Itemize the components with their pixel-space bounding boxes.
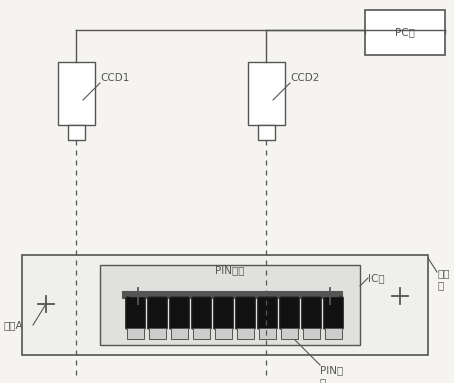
FancyBboxPatch shape — [257, 297, 277, 329]
Bar — [248, 62, 285, 125]
Text: CCD1: CCD1 — [100, 73, 129, 83]
Bar — [193, 328, 210, 339]
Bar — [281, 328, 298, 339]
Bar — [258, 125, 275, 140]
Bar — [325, 328, 342, 339]
Bar — [303, 328, 320, 339]
Bar — [171, 328, 188, 339]
FancyBboxPatch shape — [280, 297, 299, 329]
Text: 玻璃
板: 玻璃 板 — [437, 268, 449, 290]
Text: PIN引
脚: PIN引 脚 — [320, 365, 343, 383]
FancyBboxPatch shape — [126, 297, 145, 329]
Text: PIN引脚: PIN引脚 — [215, 265, 245, 275]
Text: PC机: PC机 — [395, 27, 415, 37]
Bar — [259, 328, 276, 339]
FancyBboxPatch shape — [324, 297, 343, 329]
Bar — [58, 62, 95, 125]
Text: CCD2: CCD2 — [290, 73, 319, 83]
Bar — [215, 328, 232, 339]
FancyBboxPatch shape — [214, 297, 233, 329]
Bar — [122, 291, 342, 298]
FancyBboxPatch shape — [301, 297, 321, 329]
Text: 靶标A: 靶标A — [3, 320, 23, 330]
FancyBboxPatch shape — [148, 297, 168, 329]
FancyBboxPatch shape — [170, 297, 189, 329]
Bar — [149, 328, 166, 339]
Bar — [237, 328, 254, 339]
Text: IC板: IC板 — [368, 273, 385, 283]
Bar — [22, 255, 428, 355]
FancyBboxPatch shape — [236, 297, 255, 329]
Bar — [127, 328, 144, 339]
Bar — [68, 125, 85, 140]
FancyBboxPatch shape — [192, 297, 212, 329]
Bar — [100, 265, 360, 345]
Bar — [365, 10, 445, 55]
